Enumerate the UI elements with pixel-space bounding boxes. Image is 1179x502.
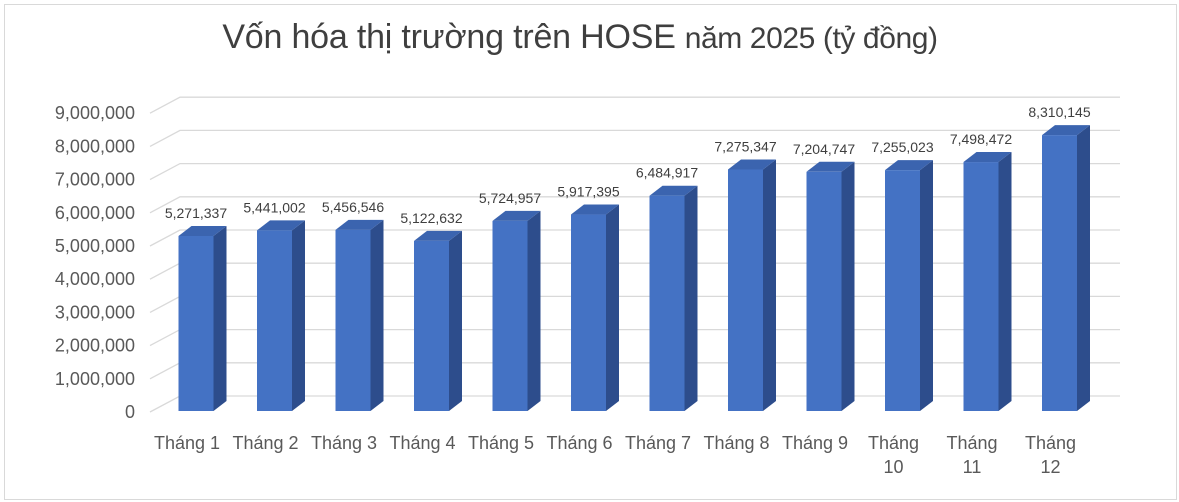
bar-top-face [963,152,1012,163]
x-tick-label: Tháng 4 [389,433,455,453]
bar-top-face [257,220,305,231]
bar-data-label: 7,498,472 [950,131,1012,147]
bar-front-face [414,240,449,411]
bar-data-label: 7,275,347 [714,138,776,154]
y-tick-label: 4,000,000 [55,269,135,289]
y-tick-label: 7,000,000 [55,170,135,190]
bar-top-face [571,204,619,215]
bar-top-face [885,160,933,171]
bar-3d [728,159,776,411]
x-tick-label: Tháng 8 [703,433,769,453]
y-tick-label: 0 [125,402,135,422]
bar-side-face [527,210,541,411]
gridline [149,129,1120,147]
bar-top-face [492,210,541,221]
x-tick-label: Tháng 6 [546,433,612,453]
bar-top-face [649,185,698,196]
y-tick-label: 1,000,000 [55,369,135,389]
chart-title-main: Vốn hóa thị trường trên HOSE [222,18,676,56]
bar-data-label: 5,917,395 [557,184,619,200]
y-tick-label: 3,000,000 [55,302,135,322]
bar-3d [414,230,462,411]
gridline [149,96,1120,114]
y-tick-label: 9,000,000 [55,103,135,123]
bar-3d [806,161,855,411]
bar-front-face [1042,135,1077,411]
bar-front-face [649,195,685,411]
bar-3d [571,204,619,411]
bar-data-label: 5,456,546 [322,199,384,215]
bar-side-face [920,160,933,411]
bar-front-face [963,162,999,411]
bar-top-face [178,225,227,236]
y-tick-label: 6,000,000 [55,203,135,223]
bar-side-face [763,159,776,411]
bar-side-face [998,152,1012,412]
chart-title: Vốn hóa thị trường trên HOSE năm 2025 (tỷ… [0,18,1160,57]
bar-side-face [606,204,619,411]
bar-front-face [335,229,371,411]
x-tick-label: Tháng 1 [154,433,220,453]
bar-top-face [728,159,776,170]
x-tick-label: Tháng 2 [232,433,298,453]
chart-area-border [4,4,1177,500]
bar-data-label: 5,441,002 [243,199,305,215]
bar-3d [335,219,384,411]
x-tick-label: Tháng 3 [311,433,377,453]
bar-front-face [178,235,214,411]
bar-side-face [841,161,855,411]
bar-data-label: 7,255,023 [871,139,933,155]
y-tick-label: 8,000,000 [55,136,135,156]
chart-title-suffix: năm 2025 (tỷ đồng) [684,22,938,55]
bar-data-label: 5,271,337 [165,205,227,221]
bar-side-face [449,230,462,411]
x-tick-label: Tháng 5 [468,433,534,453]
x-tick-label: Tháng 11 [946,433,997,477]
bar-data-label: 7,204,747 [793,141,855,157]
x-tick-label: Tháng 10 [868,433,919,477]
bar-side-face [684,185,698,411]
bar-data-label: 5,122,632 [400,210,462,226]
bar-3d [649,185,698,411]
bar-front-face [571,214,606,411]
bar-3d [257,220,305,411]
bar-data-label: 6,484,917 [636,165,698,181]
bar-front-face [492,220,528,411]
bar-front-face [885,170,920,411]
bar-data-label: 8,310,145 [1028,104,1090,120]
bar-top-face [414,230,462,241]
bar-data-label: 5,724,957 [479,190,541,206]
bar-top-face [335,219,384,230]
bar-side-face [370,219,384,411]
bar-3d [963,152,1012,412]
bar-3d [1042,125,1090,412]
bar-side-face [292,220,305,411]
bar-front-face [257,230,292,411]
bar-side-face [213,225,227,411]
y-tick-label: 5,000,000 [55,236,135,256]
bar-front-face [806,171,842,411]
x-tick-label: Tháng 9 [782,433,848,453]
x-tick-label: Tháng 12 [1025,433,1076,477]
bar-3d [492,210,541,411]
bar-3d [178,225,227,411]
bar-3d [885,160,933,411]
x-tick-label: Tháng 7 [625,433,691,453]
bar-top-face [1042,125,1090,136]
bar-top-face [806,161,855,172]
bar-front-face [728,169,763,411]
gridline [149,162,1120,181]
bar-side-face [1077,125,1090,412]
y-tick-label: 2,000,000 [55,336,135,356]
